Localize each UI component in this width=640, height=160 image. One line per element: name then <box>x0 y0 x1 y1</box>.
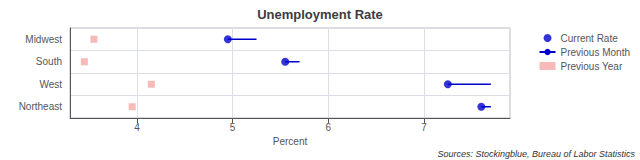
svg-text:Previous Year: Previous Year <box>561 61 623 72</box>
svg-text:7: 7 <box>421 122 427 133</box>
svg-text:4: 4 <box>134 122 140 133</box>
svg-text:South: South <box>36 56 62 67</box>
svg-text:Sources: Stockingblue, Bureau: Sources: Stockingblue, Bureau of Labor S… <box>437 149 635 159</box>
svg-text:Previous Month: Previous Month <box>561 47 630 58</box>
svg-text:Percent: Percent <box>273 136 308 147</box>
svg-text:5: 5 <box>230 122 236 133</box>
svg-text:Midwest: Midwest <box>25 34 62 45</box>
svg-text:6: 6 <box>325 122 331 133</box>
svg-text:Unemployment Rate: Unemployment Rate <box>257 7 383 22</box>
svg-text:Current Rate: Current Rate <box>561 33 619 44</box>
svg-text:Northeast: Northeast <box>19 101 63 112</box>
svg-text:West: West <box>39 79 62 90</box>
